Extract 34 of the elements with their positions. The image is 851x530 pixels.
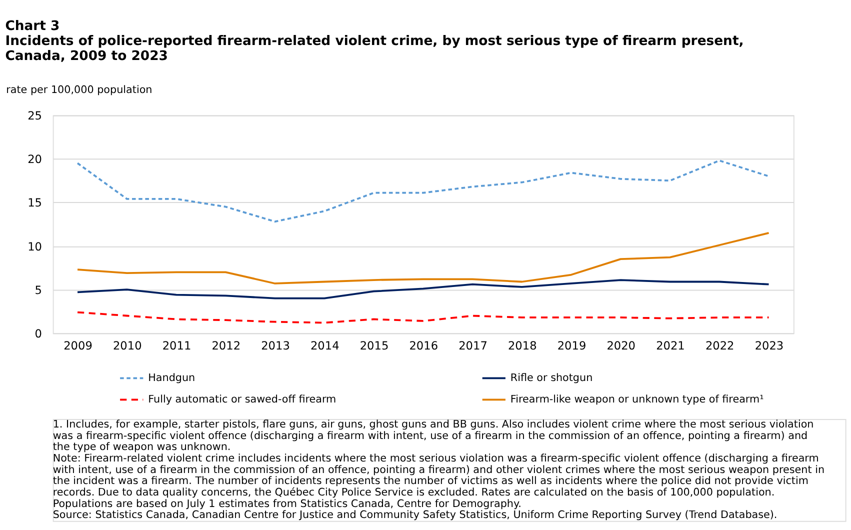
text: Note: Firearm-related violent crime includes incidents where the most serious violation was a firearm-specific violent offence (discharging a firearm with intent, use of a firearm in the commission of an offence, pointing a firearm) and other violent crimes where the most serious weapon present in the incident was a firearm. The number of incidents represents the number of victims as well as incidents where the police did not provide victim records. Due to data quality concerns, the Québec City Police Service is excluded. Rates are calculated on the basis of 100,000 population. Populations are based on July 1 estimates from Statistics Canada, Centre for Demography. bbox=[52, 452, 825, 510]
legend-label: Firearm-like weapon or unknown type of firearm¹ bbox=[510, 394, 764, 406]
y-tick-label: 10 bbox=[28, 239, 42, 254]
line-series bbox=[76, 311, 770, 324]
legend-label: Rifle or shotgun bbox=[510, 372, 593, 384]
x-tick-label: 2023 bbox=[754, 338, 784, 353]
x-tick-label: 2010 bbox=[112, 338, 142, 353]
line-series bbox=[76, 160, 770, 223]
x-tick-label: 2013 bbox=[261, 338, 290, 353]
x-tick-label: 2014 bbox=[310, 338, 340, 353]
source-note: Source: Statistics Canada, Canadian Centre for Justice and Community Safety Statistics, Uniform Crime Reporting Survey (Trend Database). bbox=[52, 509, 778, 522]
x-tick-label: 2022 bbox=[705, 338, 734, 353]
legend-label: Fully automatic or sawed-off firearm bbox=[148, 394, 336, 406]
x-tick-label: 2009 bbox=[64, 338, 92, 353]
x-tick-label: 2015 bbox=[360, 338, 389, 353]
y-tick-label: 25 bbox=[28, 108, 42, 122]
x-tick-label: 2020 bbox=[606, 338, 636, 353]
y-tick-label: 5 bbox=[34, 282, 42, 297]
x-tick-label: 2018 bbox=[508, 338, 537, 353]
x-tick-label: 2011 bbox=[162, 338, 192, 353]
x-tick-label: 2019 bbox=[557, 338, 586, 353]
y-axis-title: rate per 100,000 population bbox=[6, 84, 152, 96]
line-series bbox=[76, 232, 770, 284]
y-tick-label: 20 bbox=[28, 152, 42, 166]
text: 1. Includes, for example, starter pistols, flare guns, air guns, ghost guns and BB guns. Also includes violent crime where the most serious violation was a firearm-specific violent offence (discharging a firearm with intent, use of a firearm in the commission of an offence, pointing a firearm) and the type of weapon was unknown. bbox=[52, 418, 814, 454]
x-tick-label: 2017 bbox=[458, 338, 488, 353]
y-tick-label: 0 bbox=[34, 326, 42, 340]
x-tick-label: 2021 bbox=[656, 338, 685, 353]
legend-label: Handgun bbox=[148, 372, 196, 384]
chart-title: Chart 3 Incidents of police-reported firearm-related violent crime, by most serious type of firearm present, Canada, 2009 to 2023 bbox=[5, 18, 744, 64]
line-series bbox=[76, 279, 770, 300]
x-tick-label: 2016 bbox=[409, 338, 438, 353]
y-tick-label: 15 bbox=[28, 196, 42, 210]
x-tick-label: 2012 bbox=[212, 338, 241, 353]
